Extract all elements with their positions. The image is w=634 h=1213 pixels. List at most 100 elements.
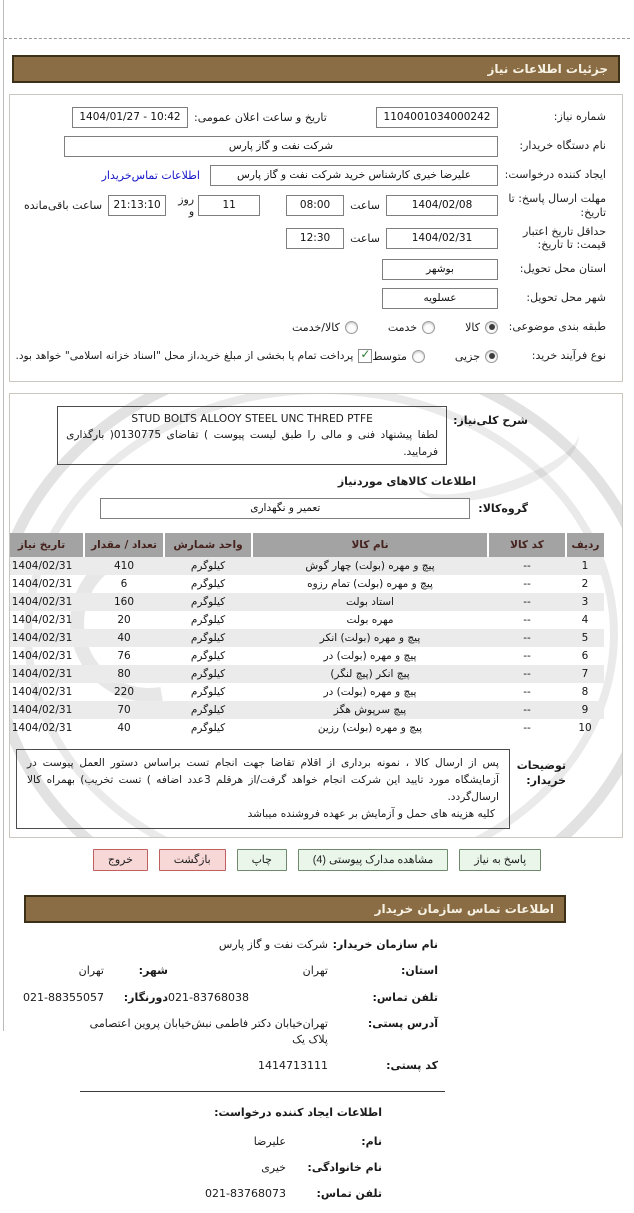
action-button[interactable]: خروج [92,848,148,871]
cell-need-date: 1404/02/31 [11,578,73,591]
cell-quantity: 40 [117,722,131,735]
buyer-org-field[interactable]: شرکت نفت و گاز پارس [64,135,498,157]
cell-item-name: پیچ سرپوش هگز [333,704,407,717]
cell-row-no: 6 [581,650,589,663]
subject-class-row: طبقه بندی موضوعی: کالا خدمت کالا/خدمت [18,315,606,339]
cell-item-name: پیچ و مهره (بولت) تمام رزوه [307,578,433,591]
action-button[interactable]: مشاهده مدارک پیوستی (4) [297,848,449,871]
delivery-province-field[interactable]: بوشهر [382,258,498,280]
need-desc-box[interactable]: STUD BOLTS ALLOOY STEEL UNC THRED PTFE ل… [57,406,448,466]
need-number-field[interactable]: 1104001034000242 [376,106,498,128]
cell-quantity: 220 [113,686,135,699]
radio-option[interactable]: کالا [465,320,498,334]
action-buttons: پاسخ به نیاز مشاهده مدارک پیوستی (4) چاپ… [0,848,634,871]
section-divider [80,1091,445,1093]
cell-row-no: 7 [581,668,589,681]
radio-icon[interactable] [411,349,425,363]
announce-datetime-field[interactable]: 1404/01/27 - 10:42 [72,106,188,128]
cell-unit: کیلوگرم [190,686,226,699]
radio-option[interactable]: کالا/خدمت [292,320,358,334]
cell-row-no: 3 [581,596,589,609]
cell-row-no: 4 [581,614,589,627]
col-header-item-code: کد کالا [487,533,566,558]
cell-row-no: 8 [581,686,589,699]
purchase-process-row: نوع فرآیند خرید: جزیی متوسط پرداخت تمام … [15,344,606,368]
creator-firstname-label: نام: [361,1135,382,1149]
cell-item-code: -- [523,704,531,717]
buyer-notes-box[interactable]: پس از ارسال کالا ، نمونه برداری از اقلام… [16,749,510,829]
cell-quantity: 20 [117,614,131,627]
items-panel: شرح کلی‌نیاز: STUD BOLTS ALLOOY STEEL UN… [9,393,623,838]
radio-option-label: کالا [465,320,480,334]
table-row: 7 -- پیچ انکر (پیچ لنگر) کیلوگرم 80 1404… [10,665,604,684]
reply-deadline-date-field[interactable]: 1404/02/08 [386,195,498,217]
creator-lastname-row: نام خانوادگی: خیری [0,1161,382,1174]
cell-quantity: 76 [117,650,131,663]
action-button[interactable]: چاپ [236,848,287,871]
cell-unit: کیلوگرم [190,614,226,627]
announce-datetime-label: تاریخ و ساعت اعلان عمومی: [194,110,327,124]
page-left-border [3,0,4,1031]
radio-icon[interactable] [485,349,498,363]
radio-option-label: متوسط [372,349,407,363]
creator-phone-label: تلفن تماس: [316,1187,382,1201]
remaining-time-label: ساعت باقی‌مانده [24,199,103,213]
cell-row-no: 5 [581,632,589,645]
treasury-checkbox[interactable] [358,347,373,363]
col-header-quantity: تعداد / مقدار [83,533,164,558]
cell-unit: کیلوگرم [190,578,226,591]
creator-phone-row: تلفن تماس: 021-83768073 [0,1187,382,1200]
price-validity-date-field[interactable]: 1404/02/31 [386,227,498,249]
remaining-days-label: روز و [178,192,195,218]
cell-quantity: 410 [113,560,135,573]
table-row: 9 -- پیچ سرپوش هگز کیلوگرم 70 1404/02/31 [10,701,604,720]
goods-group-label: گروه‌کالا: [478,502,528,516]
request-creator-field[interactable]: علیرضا خیری کارشناس خرید شرکت نفت و گاز … [210,164,498,186]
radio-option-label: جزیی [454,349,480,363]
contact-section-title: اطلاعات تماس سازمان خریدار [24,894,566,923]
contact-section: نام سازمان خریدار: شرکت نفت و گاز پارس ا… [0,937,634,1073]
subject-class-options: کالا خدمت کالا/خدمت [292,320,498,334]
request-creator-label: ایجاد کننده درخواست: [504,168,606,182]
contact-org-row: نام سازمان خریدار: شرکت نفت و گاز پارس [0,937,634,952]
price-validity-time-field[interactable]: 12:30 [286,227,345,249]
table-row: 1 -- پیچ و مهره (بولت) چهار گوش کیلوگرم … [10,557,604,576]
cell-unit: کیلوگرم [190,596,226,609]
price-validity-label: حداقل تاریخ اعتبار قیمت: تا تاریخ: [522,224,606,252]
cell-item-name: استاد بولت [346,596,394,609]
contact-address-row: آدرس پستی: تهران‌خیابان دکتر فاطمی نبش‌خ… [0,1016,634,1047]
cell-item-code: -- [523,668,531,681]
cell-item-code: -- [523,596,531,609]
cell-quantity: 70 [117,704,131,717]
buyer-contact-link[interactable]: اطلاعات تماس‌خریدار [101,168,200,182]
remaining-days-field: 11 [198,195,261,217]
table-row: 3 -- استاد بولت کیلوگرم 160 1404/02/31 [10,593,604,612]
contact-province-value: تهران [302,964,328,978]
cell-need-date: 1404/02/31 [11,650,73,663]
cell-unit: کیلوگرم [190,650,226,663]
cell-need-date: 1404/02/31 [11,722,73,735]
contact-address-label: آدرس پستی: [367,1017,438,1031]
delivery-city-field[interactable]: عسلویه [382,287,498,309]
radio-option[interactable]: متوسط [372,349,425,363]
radio-icon[interactable] [422,320,436,334]
cell-quantity: 40 [117,632,131,645]
need-desc-label: شرح کلی‌نیاز: [453,414,528,427]
purchase-process-label: نوع فرآیند خرید: [531,349,606,363]
contact-phone-fax-row: تلفن تماس: 021-83768038 دورنگار: 021-883… [0,990,634,1005]
cell-item-name: پیچ و مهره (بولت) در [323,650,417,663]
cell-item-name: پیچ و مهره (بولت) چهار گوش [305,560,435,573]
action-button[interactable]: پاسخ به نیاز [459,848,542,871]
reply-deadline-time-field[interactable]: 08:00 [286,195,345,217]
goods-group-field[interactable]: تعمیر و نگهداری [100,498,471,520]
buyer-org-label: نام دستگاه خریدار: [519,139,606,153]
action-button[interactable]: بازگشت [158,848,226,871]
radio-icon[interactable] [485,320,498,334]
cell-item-code: -- [523,578,531,591]
need-info-panel: شماره نیاز: 1104001034000242 تاریخ و ساع… [9,94,623,382]
cell-need-date: 1404/02/31 [11,614,73,627]
radio-icon[interactable] [344,320,358,334]
radio-option[interactable]: خدمت [388,320,436,334]
top-separator [4,0,630,39]
radio-option[interactable]: جزیی [454,349,498,363]
